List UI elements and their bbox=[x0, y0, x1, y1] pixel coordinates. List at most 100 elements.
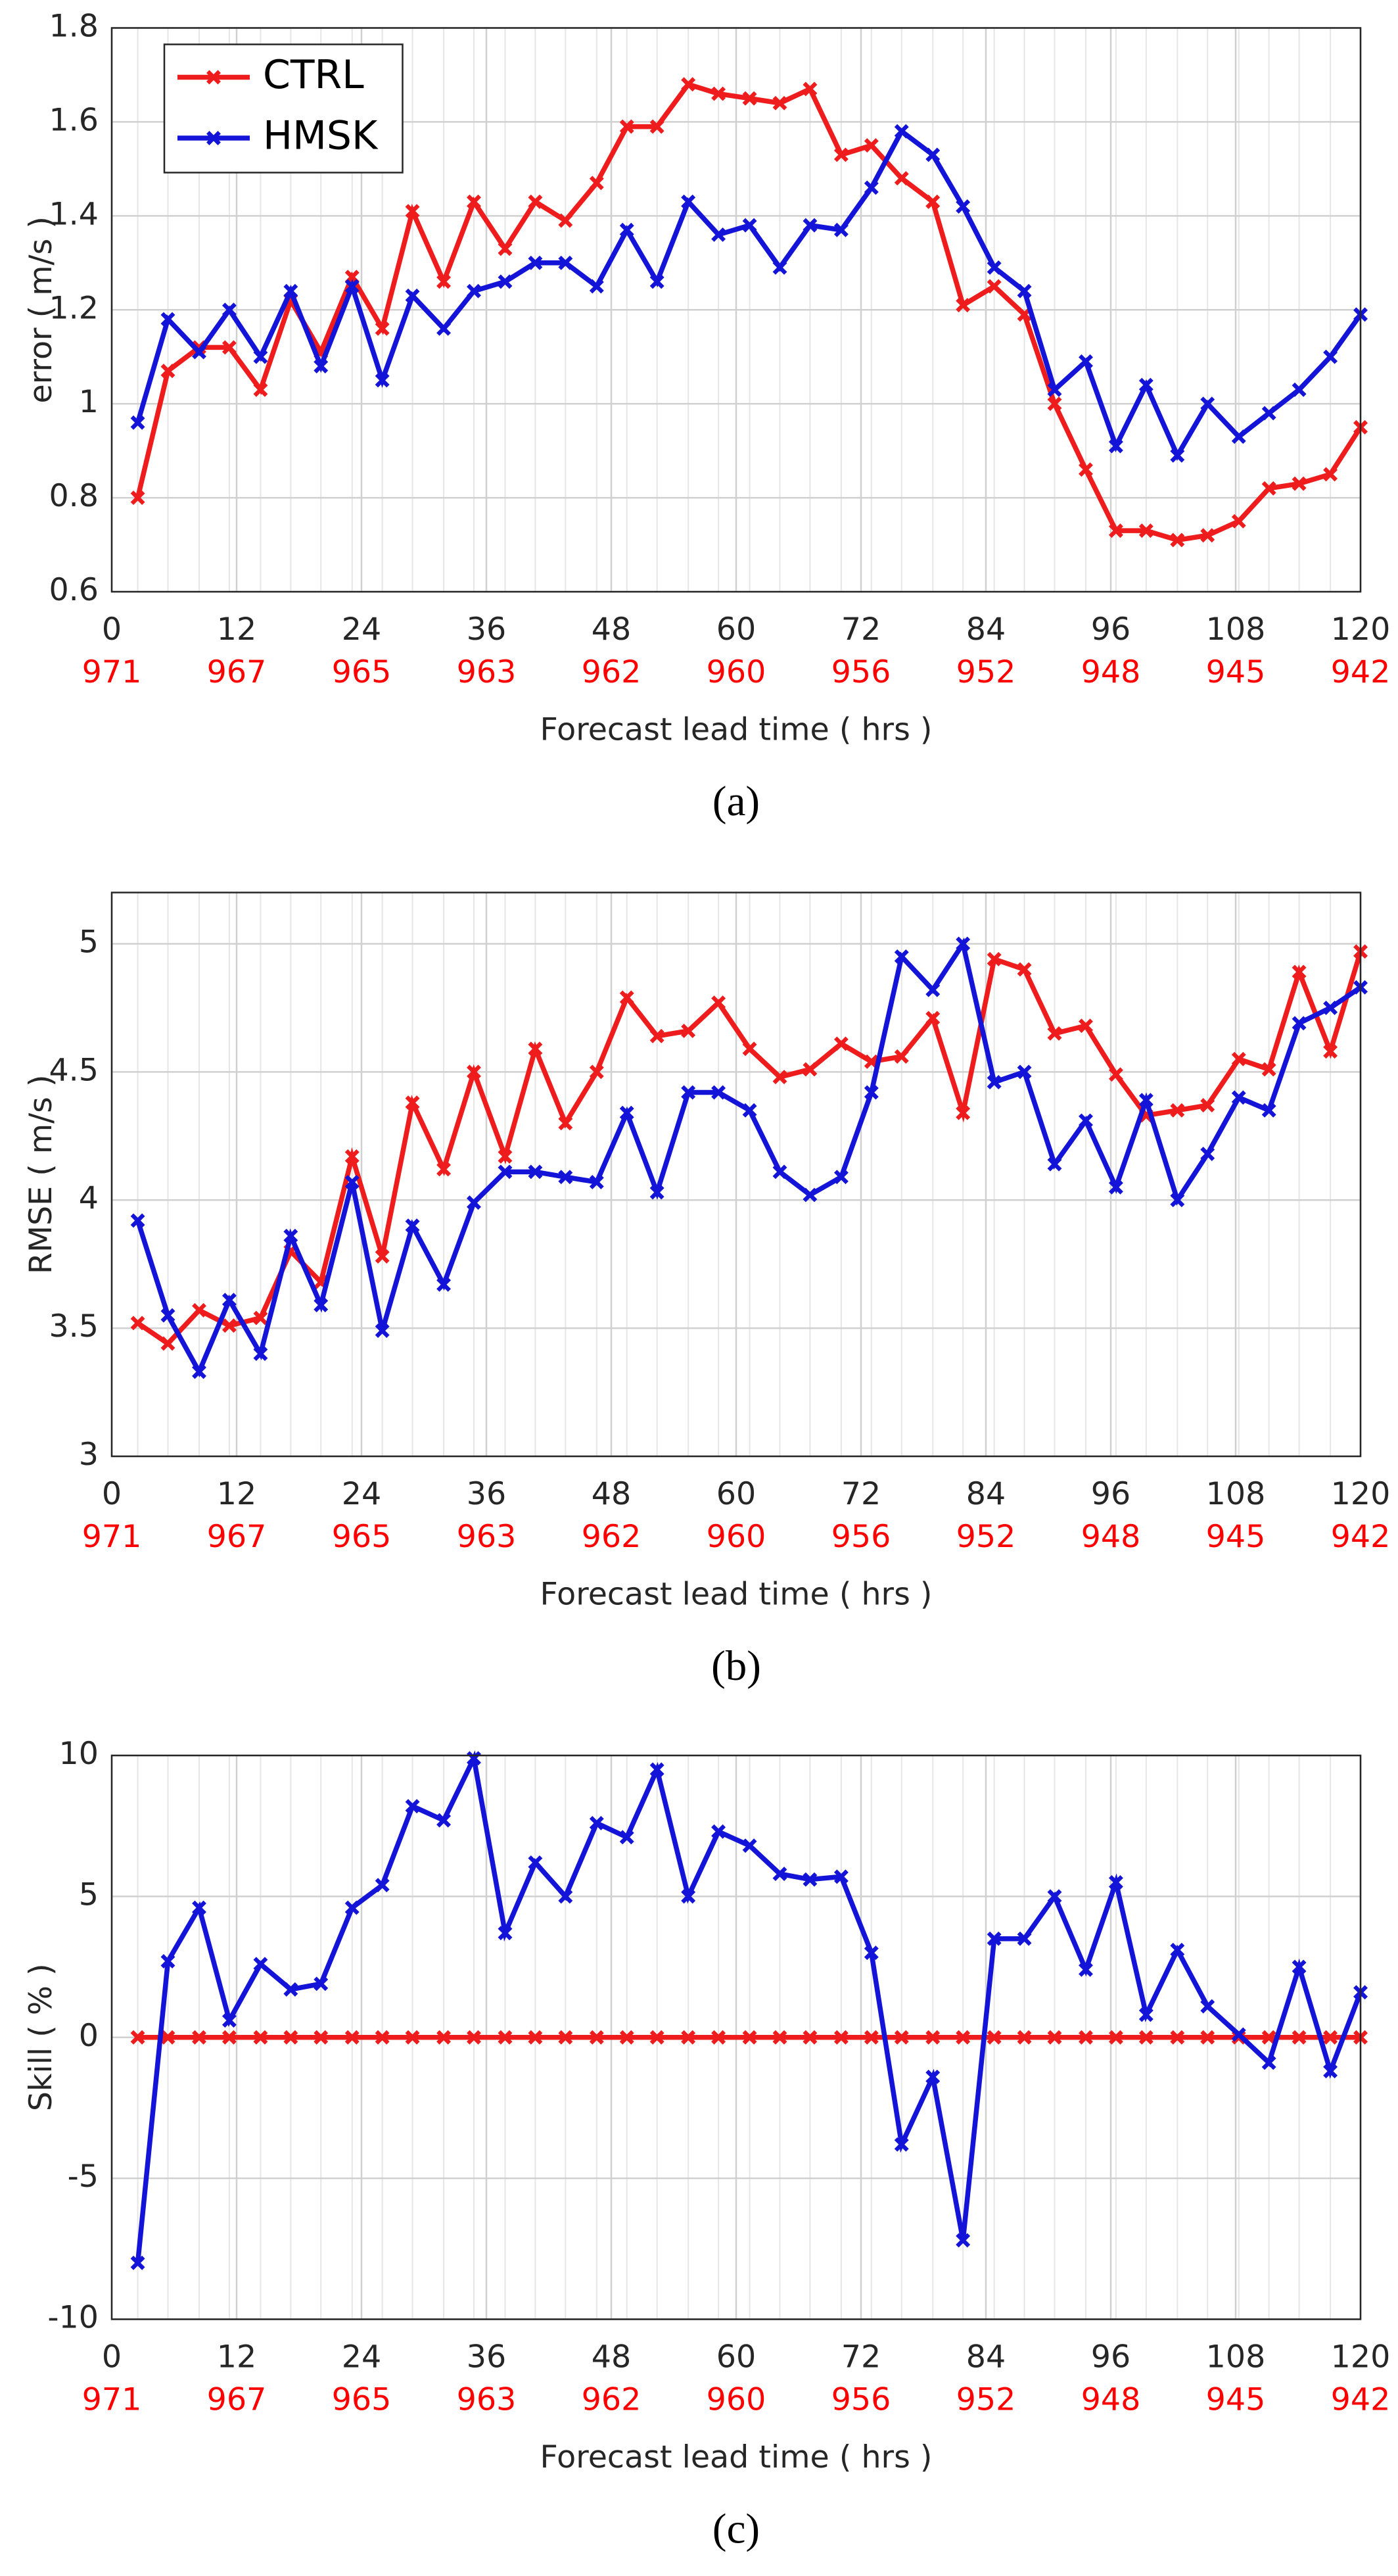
marker bbox=[1017, 2030, 1032, 2045]
marker bbox=[1047, 1157, 1062, 1172]
marker bbox=[130, 415, 145, 430]
marker bbox=[1017, 1064, 1032, 1080]
marker bbox=[833, 147, 849, 162]
marker bbox=[742, 1838, 757, 1853]
x-tick-label: 120 bbox=[1331, 2339, 1391, 2375]
marker bbox=[649, 2030, 664, 2045]
marker bbox=[589, 1064, 604, 1080]
marker bbox=[1200, 1147, 1215, 1162]
marker bbox=[864, 2030, 879, 2045]
marker bbox=[436, 1813, 452, 1828]
marker bbox=[558, 2030, 573, 2045]
marker bbox=[1323, 2064, 1338, 2079]
marker bbox=[344, 2030, 360, 2045]
marker bbox=[894, 171, 909, 186]
marker bbox=[772, 260, 787, 275]
marker bbox=[436, 2030, 452, 2045]
x-tick-secondary-label: 948 bbox=[1081, 1519, 1141, 1555]
marker bbox=[925, 194, 941, 209]
x-tick-secondary-label: 962 bbox=[582, 654, 641, 690]
marker bbox=[1200, 1999, 1215, 2014]
marker bbox=[253, 349, 268, 364]
marker bbox=[283, 1228, 298, 1243]
marker bbox=[344, 1900, 360, 1915]
marker bbox=[864, 180, 879, 195]
marker bbox=[130, 2030, 145, 2045]
marker bbox=[253, 2030, 268, 2045]
marker bbox=[803, 1872, 818, 1887]
marker bbox=[956, 936, 971, 951]
marker bbox=[681, 2030, 696, 2045]
marker bbox=[528, 1855, 543, 1870]
marker bbox=[987, 1931, 1002, 1946]
x-tick-secondary-label: 956 bbox=[831, 1519, 891, 1555]
marker bbox=[314, 2030, 329, 2045]
marker bbox=[1079, 2030, 1093, 2045]
marker bbox=[1261, 1103, 1276, 1118]
x-tick-label: 72 bbox=[841, 2339, 881, 2375]
x-axis-label: Forecast lead time ( hrs ) bbox=[540, 2439, 933, 2475]
marker bbox=[467, 1195, 481, 1210]
marker bbox=[649, 1185, 664, 1200]
marker bbox=[498, 1164, 513, 1180]
marker bbox=[681, 1024, 696, 1038]
marker bbox=[1200, 528, 1215, 543]
caption: (c) bbox=[712, 2505, 760, 2552]
x-tick-secondary-label: 952 bbox=[956, 654, 1016, 690]
y-axis-label: Skill ( % ) bbox=[23, 1963, 59, 2111]
y-axis-label: RMSE ( m/s ) bbox=[23, 1074, 59, 1274]
marker bbox=[1200, 2030, 1215, 2045]
x-tick-secondary-label: 942 bbox=[1331, 2382, 1391, 2418]
x-tick-label: 36 bbox=[467, 611, 506, 648]
marker bbox=[1261, 406, 1276, 421]
x-axis-label: Forecast lead time ( hrs ) bbox=[540, 712, 933, 748]
legend-label: CTRL bbox=[263, 52, 364, 98]
marker bbox=[864, 138, 879, 153]
marker bbox=[1017, 283, 1032, 298]
marker bbox=[1292, 965, 1307, 980]
marker bbox=[711, 86, 726, 101]
x-tick-secondary-label: 971 bbox=[82, 1519, 142, 1555]
marker bbox=[987, 279, 1002, 294]
marker bbox=[803, 2030, 818, 2045]
x-tick-secondary-label: 963 bbox=[457, 1519, 517, 1555]
marker bbox=[528, 2030, 543, 2045]
legend-marker bbox=[206, 70, 221, 85]
marker bbox=[436, 274, 452, 289]
x-tick-secondary-label: 963 bbox=[457, 2382, 517, 2418]
marker bbox=[742, 1103, 757, 1118]
x-tick-secondary-label: 971 bbox=[82, 654, 142, 690]
marker bbox=[1108, 1067, 1123, 1082]
marker bbox=[1261, 1062, 1276, 1077]
marker bbox=[925, 2069, 941, 2084]
marker bbox=[589, 176, 604, 191]
x-tick-label: 120 bbox=[1331, 611, 1391, 648]
x-tick-secondary-label: 967 bbox=[207, 1519, 267, 1555]
legend-label: HMSK bbox=[263, 113, 379, 159]
marker bbox=[1323, 349, 1338, 364]
marker bbox=[894, 2030, 909, 2045]
marker bbox=[1079, 462, 1093, 477]
marker bbox=[253, 1310, 268, 1325]
marker bbox=[833, 1036, 849, 1051]
marker bbox=[375, 1878, 390, 1893]
marker bbox=[1079, 354, 1093, 369]
marker bbox=[619, 2030, 634, 2045]
marker bbox=[894, 2137, 909, 2152]
y-tick-label: 5 bbox=[79, 1876, 99, 1913]
x-tick-secondary-label: 952 bbox=[956, 2382, 1016, 2418]
marker bbox=[405, 1799, 420, 1814]
marker bbox=[192, 2030, 206, 2045]
marker bbox=[375, 321, 390, 336]
marker bbox=[1323, 1044, 1338, 1059]
marker bbox=[1292, 1959, 1307, 1974]
x-tick-label: 60 bbox=[716, 611, 756, 648]
marker bbox=[649, 1028, 664, 1043]
marker bbox=[1138, 377, 1153, 393]
marker bbox=[1108, 1180, 1123, 1195]
marker bbox=[375, 1324, 390, 1338]
marker bbox=[1200, 1098, 1215, 1112]
marker bbox=[1200, 396, 1215, 412]
marker bbox=[558, 1116, 573, 1131]
marker bbox=[681, 1085, 696, 1100]
